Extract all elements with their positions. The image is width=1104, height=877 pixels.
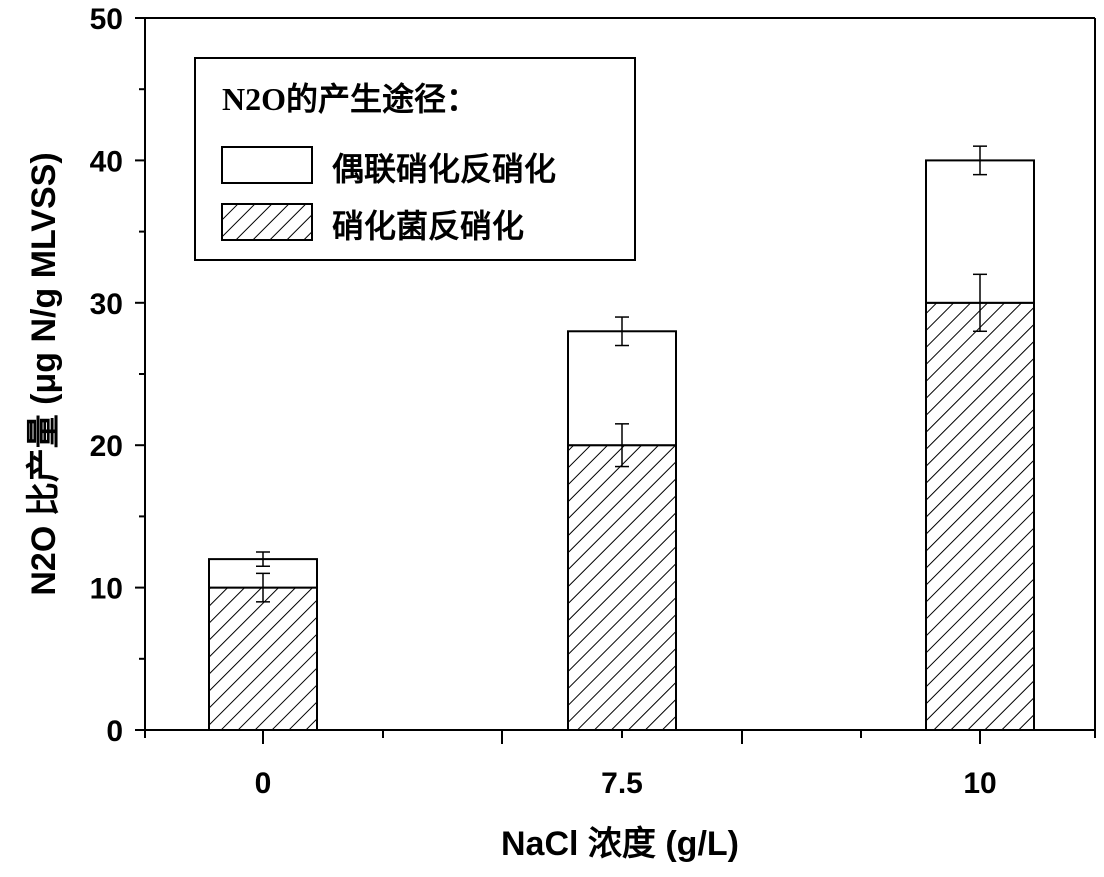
- legend-swatch-nitrifier: [221, 203, 313, 241]
- x-ticks: 0 7.5 10: [144, 730, 1096, 800]
- y-axis-title-group: N2O 比产量 (μg N/g MLVSS): [25, 152, 63, 595]
- y-tick-label: 10: [90, 573, 123, 606]
- x-tick-label: 7.5: [601, 767, 643, 800]
- x-tick-label: 10: [963, 767, 996, 800]
- y-tick-label: 50: [90, 3, 123, 36]
- y-tick-label: 0: [106, 715, 123, 748]
- y-ticks: 0 10 20 30 40 50: [90, 3, 145, 748]
- y-axis-title: N2O 比产量 (μg N/g MLVSS): [25, 152, 63, 595]
- legend-swatch-coupled: [221, 146, 313, 184]
- bar-nitrifier-denitrification: [925, 301, 1035, 731]
- y-tick-label: 40: [90, 145, 123, 178]
- legend-label-nitrifier: 硝化菌反硝化: [332, 208, 524, 244]
- bar-nitrifier-denitrification: [567, 444, 677, 731]
- x-tick-label: 0: [255, 767, 272, 800]
- legend-title: N2O的产生途径：: [222, 81, 478, 117]
- legend-label-coupled: 偶联硝化反硝化: [332, 151, 556, 187]
- x-axis-title: NaCl 浓度 (g/L): [501, 825, 739, 863]
- bar-nitrifier-denitrification: [208, 586, 318, 731]
- legend: N2O的产生途径： 偶联硝化反硝化 硝化菌反硝化: [194, 57, 636, 261]
- error-bars-layer: [256, 145, 987, 603]
- y-tick-label: 30: [90, 288, 123, 321]
- y-tick-label: 20: [90, 430, 123, 463]
